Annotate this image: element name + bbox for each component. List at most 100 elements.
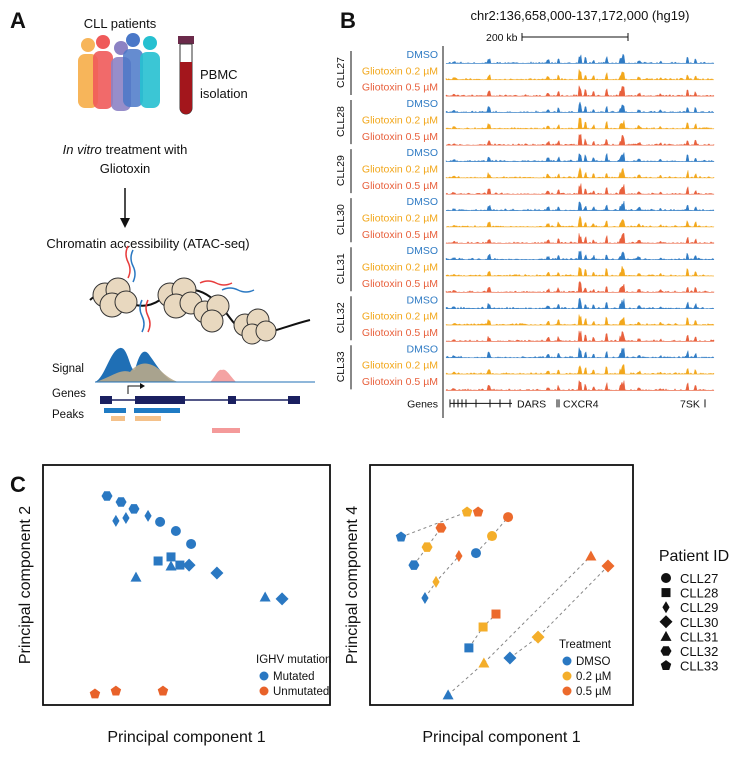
condition-label: Gliotoxin 0.2 µM [362, 262, 438, 274]
signal-track [445, 347, 715, 359]
legend-label: Mutated [273, 671, 315, 683]
signal-track [445, 152, 715, 163]
condition-label: DMSO [407, 343, 439, 355]
panel-label: A [10, 8, 26, 33]
arrow [120, 188, 130, 228]
y-axis-label: Principal component 2 [17, 506, 34, 664]
marker [89, 688, 101, 699]
marker [144, 509, 152, 522]
legend-marker [660, 646, 672, 656]
x-axis-label: Principal component 1 [107, 729, 265, 746]
marker [464, 643, 474, 653]
signal-track [445, 84, 715, 97]
legend-title: IGHV mutation [256, 654, 331, 666]
condition-label: Gliotoxin 0.2 µM [362, 311, 438, 323]
patients-title: CLL patients [84, 16, 157, 31]
patient-link [424, 555, 460, 599]
patient-label: CLL32 [335, 302, 347, 333]
scale-bar [521, 33, 629, 41]
patient-label: CLL30 [335, 204, 347, 235]
isolation-text: isolation [200, 86, 248, 101]
signal-track [445, 330, 715, 342]
gene-label: CXCR4 [563, 398, 599, 410]
marker [175, 560, 185, 570]
marker [165, 560, 177, 571]
marker [478, 657, 490, 668]
patient-legend-label: CLL29 [680, 600, 718, 615]
patient-link [413, 527, 442, 566]
condition-label: Gliotoxin 0.2 µM [362, 114, 438, 126]
signal-track [445, 133, 715, 146]
condition-label: Gliotoxin 0.2 µM [362, 213, 438, 225]
legend-title: Treatment [559, 639, 612, 651]
marker [442, 689, 454, 700]
tracks: DMSO Gliotoxin 0.2 µM Gliotoxin 0.5 µM CLL2… [335, 49, 715, 410]
marker [455, 549, 463, 562]
marker [101, 491, 113, 501]
genes-label: Genes [407, 398, 438, 410]
condition-label: Gliotoxin 0.5 µM [362, 82, 438, 94]
marker [531, 630, 545, 644]
condition-label: Gliotoxin 0.5 µM [362, 180, 438, 192]
marker [155, 516, 166, 527]
signal-track [445, 215, 715, 228]
plot-frame [42, 464, 331, 706]
marker [487, 531, 498, 542]
legend-marker [661, 573, 671, 583]
people-icon [78, 33, 160, 111]
y-axis-label: Principal component 4 [344, 506, 361, 664]
condition-label: Gliotoxin 0.5 µM [362, 376, 438, 388]
marker [112, 514, 120, 527]
marker [130, 571, 142, 582]
marker [435, 523, 447, 533]
condition-label: DMSO [407, 49, 439, 61]
track-label: Signal [52, 363, 84, 375]
nucleosome-diagram [89, 245, 311, 345]
patient-label: CLL31 [335, 253, 347, 284]
plot-frame [369, 464, 634, 706]
marker [470, 548, 481, 559]
marker [395, 531, 407, 542]
signal-track [445, 183, 715, 195]
signal-track [445, 101, 715, 113]
condition-label: Gliotoxin 0.5 µM [362, 229, 438, 241]
panel-label: B [340, 8, 356, 33]
patient-label: CLL33 [335, 351, 347, 382]
condition-label: Gliotoxin 0.5 µM [362, 278, 438, 290]
signal-track [445, 314, 715, 326]
patient-label: CLL29 [335, 155, 347, 186]
treatment-text: In vitro treatment with [63, 142, 188, 157]
track-label: Peaks [52, 409, 84, 421]
condition-label: DMSO [407, 196, 439, 208]
condition-label: Gliotoxin 0.2 µM [362, 163, 438, 175]
signal-track [445, 68, 715, 81]
patient-legend-label: CLL32 [680, 644, 718, 659]
signal-track [445, 232, 715, 244]
signal-track [445, 117, 715, 130]
marker [491, 609, 501, 619]
marker [182, 558, 196, 572]
signal-track [445, 167, 715, 179]
legend-marker [562, 671, 572, 681]
marker [210, 566, 224, 580]
blood-tube-icon [178, 36, 194, 115]
patient-legend-label: CLL28 [680, 586, 718, 601]
signal-track [445, 53, 715, 64]
patient-legend-title: Patient ID [659, 548, 729, 565]
marker [421, 591, 429, 604]
marker [186, 538, 197, 549]
legend-marker [562, 686, 572, 696]
marker [259, 591, 271, 602]
legend-marker [659, 615, 673, 629]
marker [128, 504, 140, 514]
marker [166, 552, 176, 562]
marker [408, 560, 420, 570]
marker [115, 497, 127, 507]
condition-label: Gliotoxin 0.5 µM [362, 131, 438, 143]
condition-label: DMSO [407, 245, 439, 257]
patient-legend-label: CLL31 [680, 629, 718, 644]
legend-marker [660, 630, 672, 641]
marker [110, 685, 122, 696]
panel-label: C [10, 472, 26, 497]
